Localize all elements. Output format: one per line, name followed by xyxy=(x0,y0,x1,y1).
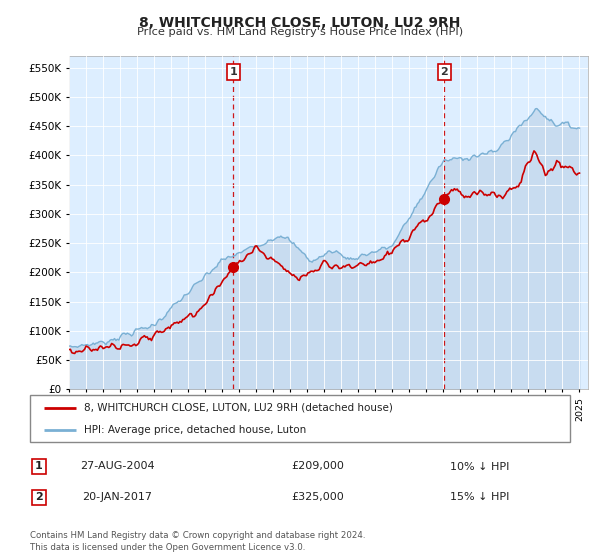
Text: Contains HM Land Registry data © Crown copyright and database right 2024.: Contains HM Land Registry data © Crown c… xyxy=(30,531,365,540)
FancyBboxPatch shape xyxy=(30,395,570,442)
Text: HPI: Average price, detached house, Luton: HPI: Average price, detached house, Luto… xyxy=(84,424,306,435)
Text: 1: 1 xyxy=(35,461,43,472)
Text: 2: 2 xyxy=(440,67,448,77)
Text: 1: 1 xyxy=(229,67,237,77)
Text: Price paid vs. HM Land Registry's House Price Index (HPI): Price paid vs. HM Land Registry's House … xyxy=(137,27,463,37)
Text: £325,000: £325,000 xyxy=(292,492,344,502)
Text: 8, WHITCHURCH CLOSE, LUTON, LU2 9RH: 8, WHITCHURCH CLOSE, LUTON, LU2 9RH xyxy=(139,16,461,30)
Text: £209,000: £209,000 xyxy=(292,461,344,472)
Text: 2: 2 xyxy=(35,492,43,502)
Text: 10% ↓ HPI: 10% ↓ HPI xyxy=(451,461,509,472)
Text: 8, WHITCHURCH CLOSE, LUTON, LU2 9RH (detached house): 8, WHITCHURCH CLOSE, LUTON, LU2 9RH (det… xyxy=(84,403,393,413)
Text: 20-JAN-2017: 20-JAN-2017 xyxy=(82,492,152,502)
Text: This data is licensed under the Open Government Licence v3.0.: This data is licensed under the Open Gov… xyxy=(30,543,305,552)
Text: 15% ↓ HPI: 15% ↓ HPI xyxy=(451,492,509,502)
Text: 27-AUG-2004: 27-AUG-2004 xyxy=(80,461,154,472)
